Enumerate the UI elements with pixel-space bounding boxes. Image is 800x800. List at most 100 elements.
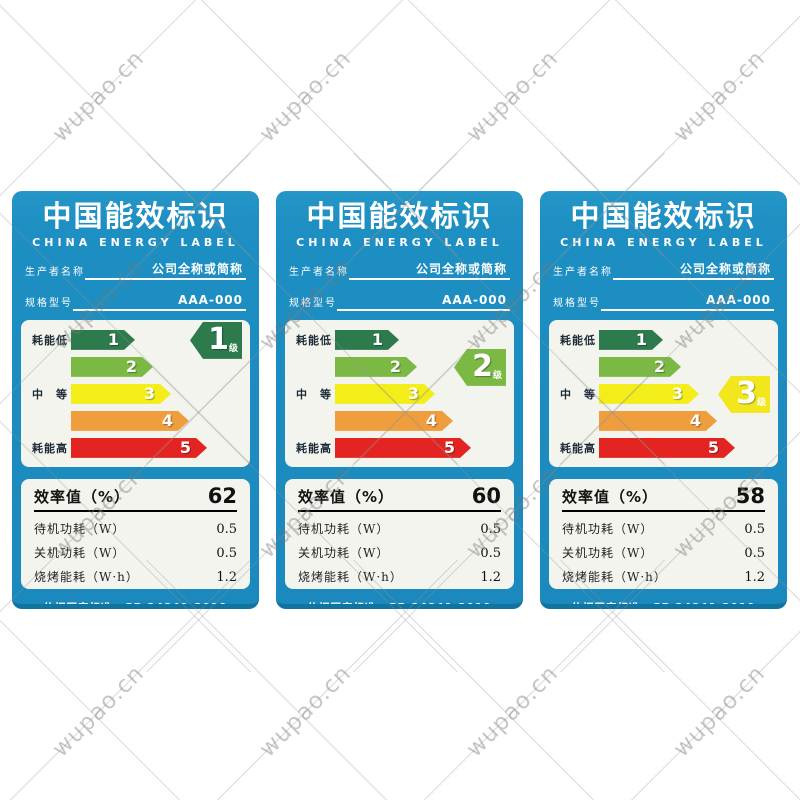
grade-bar-number: 5 bbox=[443, 437, 455, 457]
grade-bar-number: 1 bbox=[635, 329, 647, 349]
grade-bar-3: 3 bbox=[335, 384, 435, 404]
metric-value: 0.5 bbox=[480, 545, 501, 561]
metric-row: 烧烤能耗（W·h） 1.2 bbox=[562, 568, 765, 585]
efficiency-panel: 效率值（%） 62 待机功耗（W） 0.5 关机功耗（W） 0.5 烧烤能耗（W… bbox=[21, 478, 250, 589]
model-label: 规格型号 bbox=[553, 297, 601, 309]
efficiency-label: 效率值（%） bbox=[34, 487, 131, 506]
energy-label-grade-1: 中国能效标识 CHINA ENERGY LABEL 生产者名称 公司全称或简称 … bbox=[12, 191, 259, 609]
scale-label-mid: 中 等 bbox=[560, 387, 596, 401]
watermark-text: wupao.cn bbox=[254, 45, 357, 148]
efficiency-value: 62 bbox=[207, 483, 237, 508]
producer-underline: 公司全称或简称 bbox=[85, 258, 246, 280]
grade-bar-number: 4 bbox=[689, 410, 701, 430]
grade-bar-number: 5 bbox=[179, 437, 191, 457]
grade-bar-4: 4 bbox=[599, 411, 717, 431]
producer-underline: 公司全称或简称 bbox=[349, 258, 510, 280]
grade-bar-number: 4 bbox=[161, 410, 173, 430]
grade-bar-number: 3 bbox=[407, 383, 419, 403]
grade-row-4: 4 bbox=[557, 411, 770, 431]
scale-label-high: 耗能高 bbox=[296, 441, 332, 455]
watermark-text: wupao.cn bbox=[461, 45, 564, 148]
label-subtitle: CHINA ENERGY LABEL bbox=[560, 235, 767, 249]
grade-row-4: 4 bbox=[293, 411, 506, 431]
grade-bar-4: 4 bbox=[335, 411, 453, 431]
label-title: 中国能效标识 bbox=[570, 199, 757, 233]
watermark-text: wupao.cn bbox=[461, 660, 564, 763]
grade-row-3: 中 等 3 bbox=[293, 384, 506, 404]
model-underline: AAA-000 bbox=[73, 289, 246, 311]
model-underline: AAA-000 bbox=[601, 289, 774, 311]
metric-label: 待机功耗（W） bbox=[298, 521, 390, 536]
grade-row-3: 中 等 3 bbox=[557, 384, 770, 404]
grade-row-4: 4 bbox=[29, 411, 242, 431]
watermark-text: wupao.cn bbox=[47, 660, 150, 763]
metric-label: 关机功耗（W） bbox=[34, 545, 126, 560]
metric-label: 烧烤能耗（W·h） bbox=[34, 569, 139, 584]
metric-label: 烧烤能耗（W·h） bbox=[298, 569, 403, 584]
model-field: 规格型号 AAA-000 bbox=[25, 289, 246, 311]
metric-row: 关机功耗（W） 0.5 bbox=[562, 544, 765, 561]
standard-reference: 依据国家标准：GB 24849-2010 bbox=[571, 601, 756, 609]
energy-label-grade-3: 中国能效标识 CHINA ENERGY LABEL 生产者名称 公司全称或简称 … bbox=[540, 191, 787, 609]
scale-label-mid: 中 等 bbox=[32, 387, 68, 401]
grade-bar-2: 2 bbox=[599, 357, 681, 377]
metric-value: 1.2 bbox=[480, 569, 501, 585]
grade-bar-number: 3 bbox=[671, 383, 683, 403]
grade-badge-number: 3 bbox=[736, 376, 757, 412]
scale-label-low: 耗能低 bbox=[296, 333, 332, 347]
efficiency-label: 效率值（%） bbox=[562, 487, 659, 506]
grade-bar-number: 2 bbox=[653, 356, 665, 376]
grade-row-3: 中 等 3 bbox=[29, 384, 242, 404]
label-title: 中国能效标识 bbox=[306, 199, 493, 233]
grade-scale-panel: 耗能低 1 2 中 等 3 4 耗能高 5 bbox=[549, 319, 778, 467]
metrics-list: 待机功耗（W） 0.5 关机功耗（W） 0.5 烧烤能耗（W·h） 1.2 bbox=[34, 520, 237, 585]
efficiency-label: 效率值（%） bbox=[298, 487, 395, 506]
producer-value: 公司全称或简称 bbox=[679, 261, 771, 276]
grade-bar-number: 4 bbox=[425, 410, 437, 430]
metric-value: 1.2 bbox=[744, 569, 765, 585]
scale-label-high: 耗能高 bbox=[560, 441, 596, 455]
grade-bar-1: 1 bbox=[335, 330, 399, 350]
grade-row-1: 耗能低 1 bbox=[557, 330, 770, 350]
producer-field: 生产者名称 公司全称或简称 bbox=[25, 258, 246, 280]
metric-row: 烧烤能耗（W·h） 1.2 bbox=[34, 568, 237, 585]
efficiency-header: 效率值（%） 62 bbox=[34, 483, 237, 512]
standard-reference: 依据国家标准：GB 24849-2010 bbox=[307, 601, 492, 609]
watermark-text: wupao.cn bbox=[47, 45, 150, 148]
grade-bar-number: 2 bbox=[125, 356, 137, 376]
grade-row-5: 耗能高 5 bbox=[557, 438, 770, 458]
energy-label-grade-2: 中国能效标识 CHINA ENERGY LABEL 生产者名称 公司全称或简称 … bbox=[276, 191, 523, 609]
efficiency-value: 60 bbox=[471, 483, 501, 508]
grade-badge: 2 级 bbox=[454, 348, 506, 386]
grade-scale-panel: 耗能低 1 2 中 等 3 4 耗能高 5 bbox=[285, 319, 514, 467]
grade-badge: 1 级 bbox=[190, 321, 242, 359]
scale-label-low: 耗能低 bbox=[32, 333, 68, 347]
model-field: 规格型号 AAA-000 bbox=[289, 289, 510, 311]
grade-badge-suffix: 级 bbox=[228, 343, 238, 354]
grade-bar-5: 5 bbox=[599, 438, 735, 458]
producer-field: 生产者名称 公司全称或简称 bbox=[289, 258, 510, 280]
grade-bar-number: 3 bbox=[143, 383, 155, 403]
metric-label: 待机功耗（W） bbox=[562, 521, 654, 536]
grade-badge-number: 1 bbox=[208, 322, 229, 358]
grade-bar-3: 3 bbox=[599, 384, 699, 404]
grade-badge-suffix: 级 bbox=[492, 370, 502, 381]
grade-badge: 3 级 bbox=[718, 375, 770, 413]
producer-value: 公司全称或简称 bbox=[415, 261, 507, 276]
metrics-list: 待机功耗（W） 0.5 关机功耗（W） 0.5 烧烤能耗（W·h） 1.2 bbox=[562, 520, 765, 585]
producer-label: 生产者名称 bbox=[553, 266, 613, 278]
grade-bar-3: 3 bbox=[71, 384, 171, 404]
grade-bar-5: 5 bbox=[335, 438, 471, 458]
model-label: 规格型号 bbox=[25, 297, 73, 309]
grade-row-2: 2 bbox=[293, 357, 506, 377]
model-value: AAA-000 bbox=[178, 292, 243, 307]
producer-label: 生产者名称 bbox=[289, 266, 349, 278]
metric-row: 烧烤能耗（W·h） 1.2 bbox=[298, 568, 501, 585]
producer-label: 生产者名称 bbox=[25, 266, 85, 278]
label-subtitle: CHINA ENERGY LABEL bbox=[32, 235, 239, 249]
metric-label: 烧烤能耗（W·h） bbox=[562, 569, 667, 584]
metric-label: 关机功耗（W） bbox=[298, 545, 390, 560]
metric-value: 0.5 bbox=[744, 545, 765, 561]
efficiency-panel: 效率值（%） 60 待机功耗（W） 0.5 关机功耗（W） 0.5 烧烤能耗（W… bbox=[285, 478, 514, 589]
